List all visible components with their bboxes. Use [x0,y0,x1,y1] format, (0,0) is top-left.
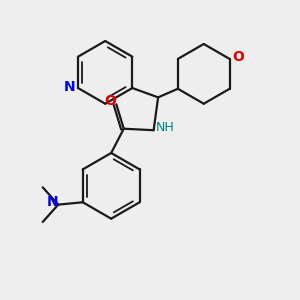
Text: N: N [46,195,58,209]
Text: N: N [64,80,76,94]
Text: NH: NH [156,121,174,134]
Text: O: O [104,94,116,108]
Text: O: O [232,50,244,64]
